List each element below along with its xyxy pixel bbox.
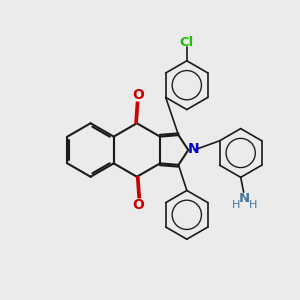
Text: O: O — [132, 198, 144, 212]
Text: N: N — [239, 192, 250, 205]
Text: Cl: Cl — [180, 36, 194, 49]
Text: O: O — [132, 88, 144, 102]
Text: H: H — [249, 200, 257, 210]
Text: N: N — [188, 142, 200, 155]
Text: H: H — [232, 200, 240, 210]
